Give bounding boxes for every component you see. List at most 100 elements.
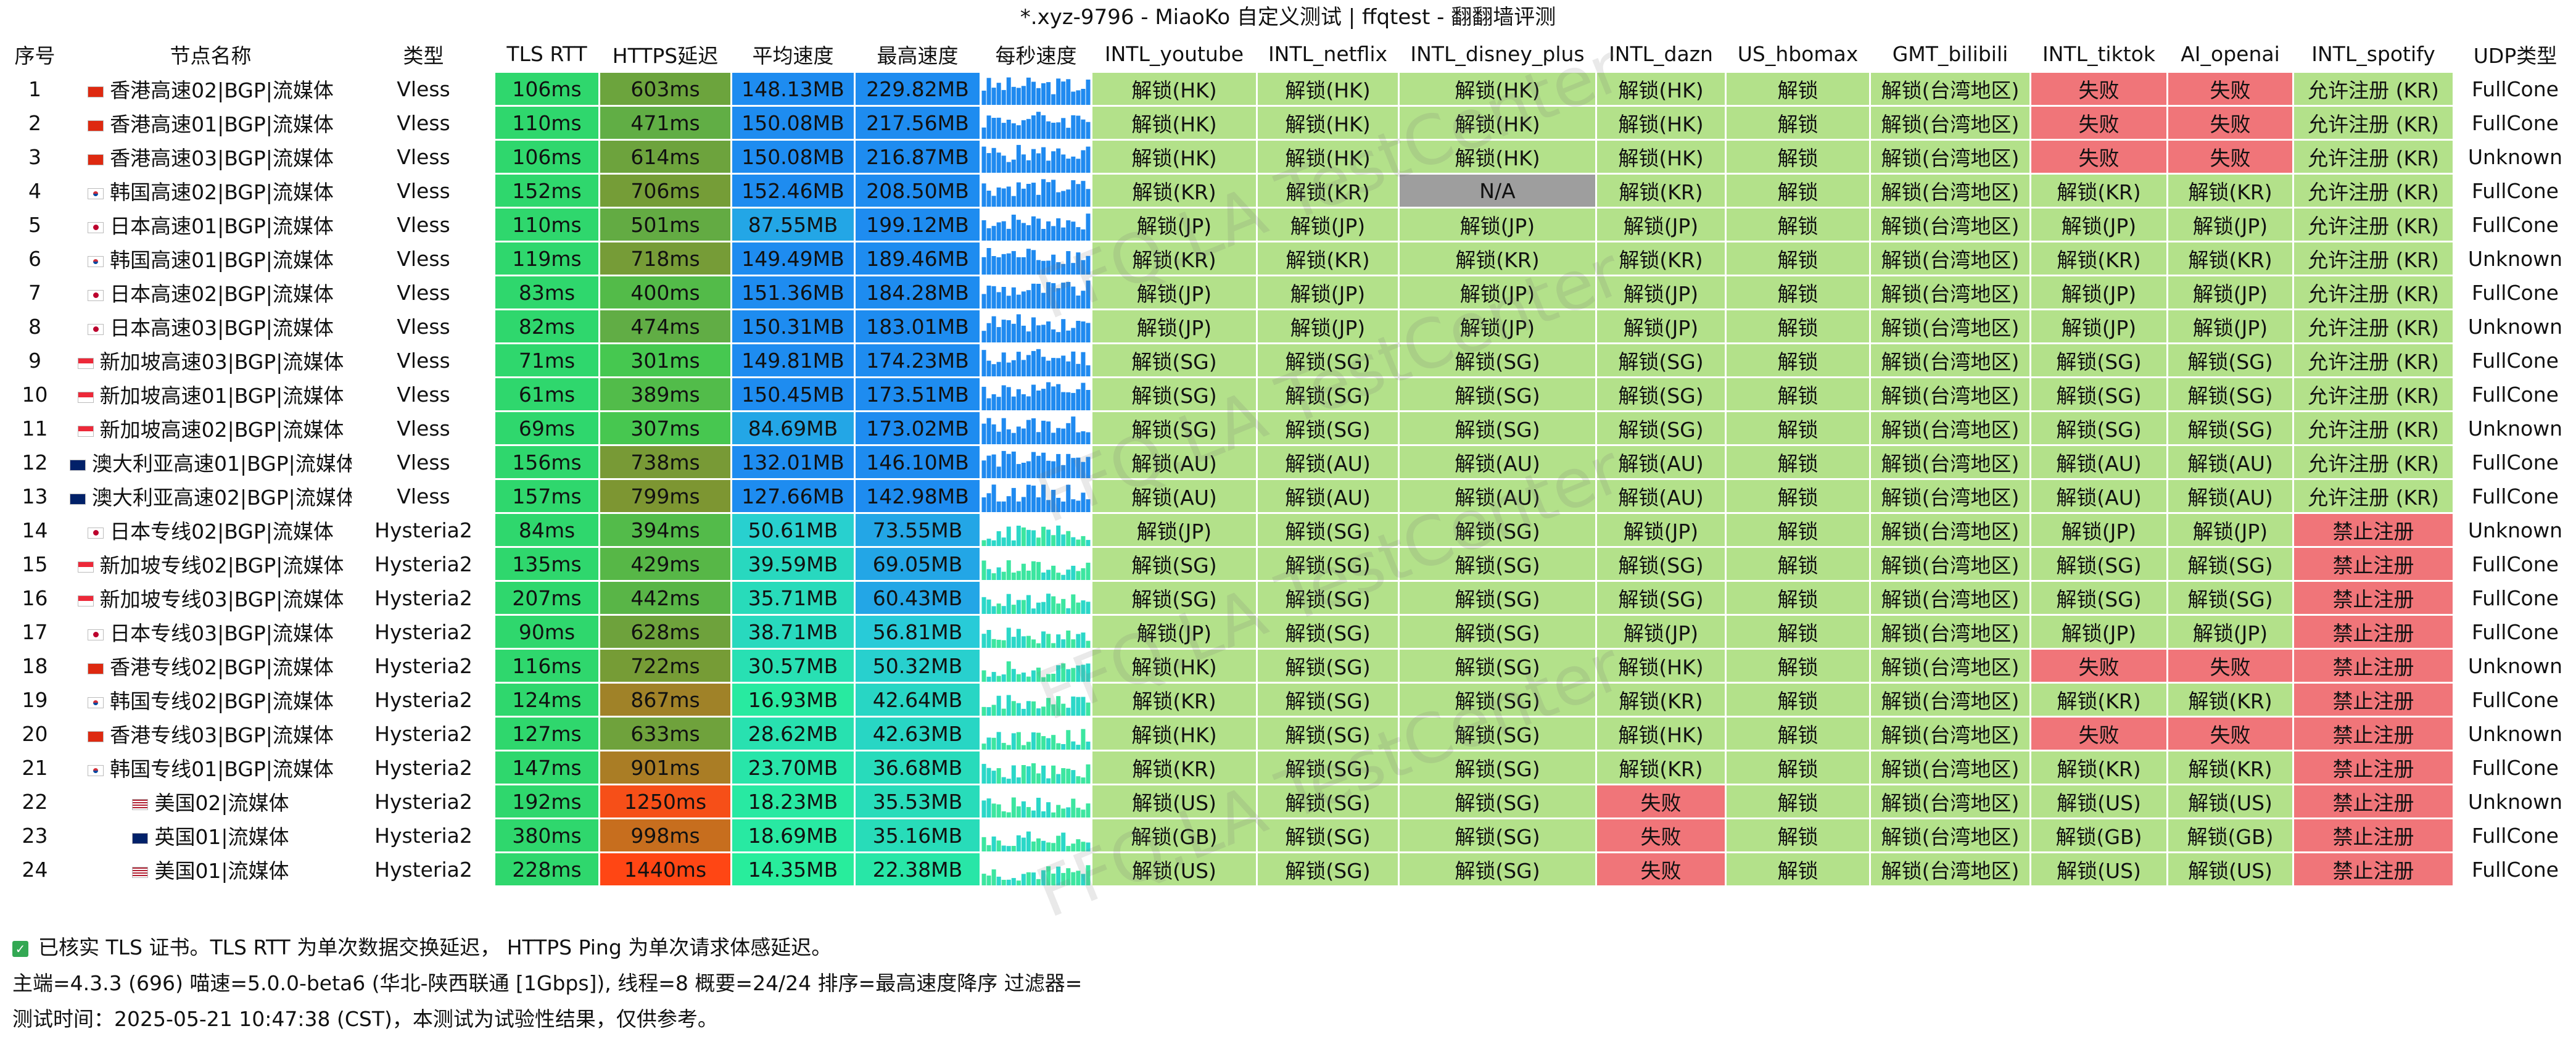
sparkline-bar bbox=[1076, 432, 1081, 444]
table-row[interactable]: 2 香港高速01|BGP|流媒体 Vless 110ms 471ms 150.08MB 21… bbox=[0, 105, 2576, 141]
column-header-rtt[interactable]: TLS RTT bbox=[493, 35, 600, 73]
column-header-bl[interactable]: GMT_bilibili bbox=[1869, 35, 2031, 73]
cell-yt: 解锁(HK) bbox=[1091, 71, 1258, 107]
sparkline-bar bbox=[1021, 154, 1026, 172]
cell-sp: 允许注册 (KR) bbox=[2292, 308, 2454, 344]
sparkline-bar bbox=[1021, 745, 1026, 749]
column-header-idx[interactable]: 序号 bbox=[0, 35, 70, 73]
sparkline-bar bbox=[1051, 180, 1056, 206]
table-row[interactable]: 18 香港专线02|BGP|流媒体 Hysteria2 116ms 722ms 30.57… bbox=[0, 648, 2576, 684]
table-row[interactable]: 24 美国01|流媒体 Hysteria2 228ms 1440ms 14.35MB 22.… bbox=[0, 851, 2576, 887]
cell-tt: 解锁(JP) bbox=[2029, 207, 2168, 242]
sparkline-bar bbox=[1001, 743, 1006, 749]
cell-spark bbox=[980, 750, 1092, 785]
column-header-hb[interactable]: US_hbomax bbox=[1725, 35, 1871, 73]
sparkline-bar bbox=[1086, 146, 1090, 172]
column-header-yt[interactable]: INTL_youtube bbox=[1091, 35, 1258, 73]
table-row[interactable]: 22 美国02|流媒体 Hysteria2 192ms 1250ms 18.23MB 35.… bbox=[0, 784, 2576, 819]
sparkline-bar bbox=[1036, 325, 1041, 342]
table-row[interactable]: 1 香港高速02|BGP|流媒体 Vless 106ms 603ms 148.13MB 22… bbox=[0, 71, 2576, 107]
column-header-ai[interactable]: AI_openai bbox=[2166, 35, 2294, 73]
cell-hb: 解锁 bbox=[1725, 376, 1871, 412]
cell-sp: 允许注册 (KR) bbox=[2292, 342, 2454, 378]
node-name: 新加坡高速01|BGP|流媒体 bbox=[99, 384, 344, 408]
node-name: 日本高速01|BGP|流媒体 bbox=[110, 214, 334, 238]
column-header-sp[interactable]: INTL_spotify bbox=[2292, 35, 2454, 73]
cell-avg: 39.59MB bbox=[730, 546, 856, 582]
sparkline-bar bbox=[1081, 119, 1086, 138]
cell-rtt: 380ms bbox=[493, 818, 600, 853]
cell-bl: 解锁(台湾地区) bbox=[1869, 139, 2031, 175]
cell-ai: 解锁(US) bbox=[2166, 784, 2294, 819]
cell-https: 389ms bbox=[598, 376, 732, 412]
sparkline-bar bbox=[1051, 843, 1056, 851]
table-row[interactable]: 7 日本高速02|BGP|流媒体 Vless 83ms 400ms 151.36MB 184… bbox=[0, 275, 2576, 310]
table-row[interactable]: 5 日本高速01|BGP|流媒体 Vless 110ms 501ms 87.55MB 199… bbox=[0, 207, 2576, 242]
table-row[interactable]: 8 日本高速03|BGP|流媒体 Vless 82ms 474ms 150.31MB 183… bbox=[0, 308, 2576, 344]
cell-udp: FullCone bbox=[2453, 444, 2576, 480]
column-header-name[interactable]: 节点名称 bbox=[68, 35, 353, 73]
sparkline-bar bbox=[1071, 286, 1076, 308]
table-row[interactable]: 17 日本专线03|BGP|流媒体 Hysteria2 90ms 628ms 38.71M… bbox=[0, 614, 2576, 650]
tls-note-text: 已核实 TLS 证书。TLS RTT 为单次数据交换延迟， HTTPS Ping… bbox=[38, 935, 832, 959]
column-header-nf[interactable]: INTL_netflix bbox=[1256, 35, 1400, 73]
table-row[interactable]: 9 新加坡高速03|BGP|流媒体 Vless 71ms 301ms 149.81MB 17… bbox=[0, 342, 2576, 378]
column-header-dz[interactable]: INTL_dazn bbox=[1595, 35, 1727, 73]
table-row[interactable]: 21 韩国专线01|BGP|流媒体 Hysteria2 147ms 901ms 23.70… bbox=[0, 750, 2576, 785]
cell-dz: 解锁(JP) bbox=[1595, 207, 1727, 242]
node-name: 新加坡高速03|BGP|流媒体 bbox=[99, 350, 344, 374]
sparkline-bar bbox=[996, 117, 1001, 138]
node-name: 新加坡专线02|BGP|流媒体 bbox=[99, 553, 344, 577]
sparkline-bar bbox=[1076, 602, 1081, 613]
column-header-https[interactable]: HTTPS延迟 bbox=[598, 35, 732, 73]
sparkline-bar bbox=[1036, 879, 1041, 885]
sparkline-bar bbox=[1016, 389, 1021, 410]
table-row[interactable]: 11 新加坡高速02|BGP|流媒体 Vless 69ms 307ms 84.69MB 17… bbox=[0, 410, 2576, 446]
cell-nf: 解锁(SG) bbox=[1256, 376, 1400, 412]
table-row[interactable]: 19 韩国专线02|BGP|流媒体 Hysteria2 124ms 867ms 16.93… bbox=[0, 682, 2576, 718]
column-header-tt[interactable]: INTL_tiktok bbox=[2029, 35, 2168, 73]
speed-sparkline bbox=[982, 77, 1090, 104]
cell-udp: Unknown bbox=[2453, 139, 2576, 175]
column-header-type[interactable]: 类型 bbox=[352, 35, 495, 73]
sparkline-bar bbox=[1026, 461, 1031, 478]
column-header-spark[interactable]: 每秒速度 bbox=[980, 35, 1092, 73]
node-name: 澳大利亚高速02|BGP|流媒体 bbox=[92, 486, 353, 510]
table-row[interactable]: 12 澳大利亚高速01|BGP|流媒体 Vless 156ms 738ms 132.01M… bbox=[0, 444, 2576, 480]
cell-sp: 允许注册 (KR) bbox=[2292, 71, 2454, 107]
window-title: *.xyz-9796 - MiaoKo 自定义测试 | ffqtest - 翻翻… bbox=[0, 0, 2576, 36]
cell-type: Vless bbox=[352, 342, 495, 378]
cell-hb: 解锁 bbox=[1725, 71, 1871, 107]
table-row[interactable]: 20 香港专线03|BGP|流媒体 Hysteria2 127ms 633ms 28.62… bbox=[0, 716, 2576, 751]
sparkline-bar bbox=[996, 531, 1001, 545]
table-row[interactable]: 13 澳大利亚高速02|BGP|流媒体 Vless 157ms 799ms 127.66M… bbox=[0, 478, 2576, 514]
sparkline-bar bbox=[1066, 768, 1071, 783]
cell-udp: Unknown bbox=[2453, 648, 2576, 684]
table-row[interactable]: 23 英国01|流媒体 Hysteria2 380ms 998ms 18.69MB 35.1… bbox=[0, 818, 2576, 853]
table-row[interactable]: 6 韩国高速01|BGP|流媒体 Vless 119ms 718ms 149.49MB 18… bbox=[0, 241, 2576, 276]
cell-sp: 禁止注册 bbox=[2292, 818, 2454, 853]
speed-sparkline bbox=[982, 525, 1090, 545]
table-row[interactable]: 3 香港高速03|BGP|流媒体 Vless 106ms 614ms 150.08MB 21… bbox=[0, 139, 2576, 175]
cell-name: 澳大利亚高速02|BGP|流媒体 bbox=[68, 478, 353, 514]
sparkline-bar bbox=[986, 798, 991, 817]
table-row[interactable]: 14 日本专线02|BGP|流媒体 Hysteria2 84ms 394ms 50.61M… bbox=[0, 512, 2576, 548]
cell-udp: FullCone bbox=[2453, 275, 2576, 310]
sparkline-bar bbox=[1086, 189, 1090, 206]
sparkline-bar bbox=[1066, 531, 1071, 545]
sparkline-bar bbox=[1016, 125, 1021, 138]
sparkline-bar bbox=[1006, 594, 1011, 613]
table-row[interactable]: 10 新加坡高速01|BGP|流媒体 Vless 61ms 389ms 150.45MB 1… bbox=[0, 376, 2576, 412]
column-header-max[interactable]: 最高速度 bbox=[854, 35, 981, 73]
column-header-avg[interactable]: 平均速度 bbox=[730, 35, 856, 73]
flag-hk-icon bbox=[88, 731, 104, 742]
sparkline-bar bbox=[1021, 708, 1026, 715]
cell-yt: 解锁(HK) bbox=[1091, 105, 1258, 141]
table-row[interactable]: 15 新加坡专线02|BGP|流媒体 Hysteria2 135ms 429ms 39.5… bbox=[0, 546, 2576, 582]
cell-udp: Unknown bbox=[2453, 308, 2576, 344]
table-row[interactable]: 4 韩国高速02|BGP|流媒体 Vless 152ms 706ms 152.46MB 20… bbox=[0, 173, 2576, 209]
column-header-udp[interactable]: UDP类型 bbox=[2453, 35, 2576, 73]
table-row[interactable]: 16 新加坡专线03|BGP|流媒体 Hysteria2 207ms 442ms 35.7… bbox=[0, 580, 2576, 616]
column-header-dp[interactable]: INTL_disney_plus bbox=[1398, 35, 1597, 73]
sparkline-bar bbox=[1006, 253, 1011, 274]
